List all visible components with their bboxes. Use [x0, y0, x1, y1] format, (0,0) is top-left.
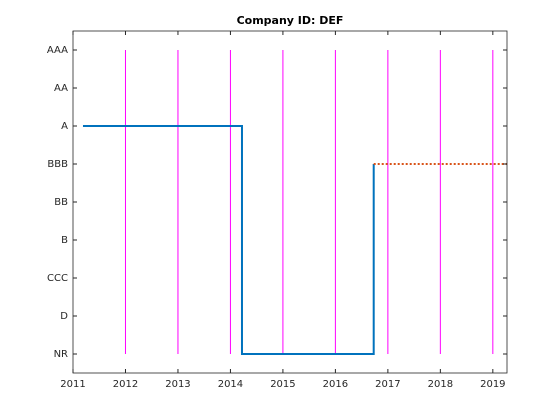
x-tick-label: 2019: [480, 379, 505, 390]
x-tick-label: 2011: [60, 379, 85, 390]
x-tick-label: 2015: [270, 379, 295, 390]
x-tick-label: 2016: [323, 379, 348, 390]
y-tick-label: B: [61, 235, 68, 246]
chart-title: Company ID: DEF: [237, 14, 344, 27]
y-tick-label: BB: [54, 197, 68, 208]
x-tick-label: 2017: [375, 379, 400, 390]
y-tick-label: CCC: [47, 273, 68, 284]
y-tick-label: BBB: [47, 159, 68, 170]
plot-area: [73, 31, 507, 373]
x-tick-label: 2013: [165, 379, 190, 390]
y-tick-label: NR: [54, 349, 68, 360]
x-tick-label: 2014: [218, 379, 243, 390]
y-tick-label: A: [61, 121, 68, 132]
x-tick-label: 2018: [428, 379, 453, 390]
x-tick-label: 2012: [113, 379, 138, 390]
y-tick-label: AA: [54, 83, 68, 94]
y-tick-label: AAA: [47, 45, 68, 56]
series-line: [82, 125, 375, 355]
y-tick-label: D: [60, 311, 68, 322]
